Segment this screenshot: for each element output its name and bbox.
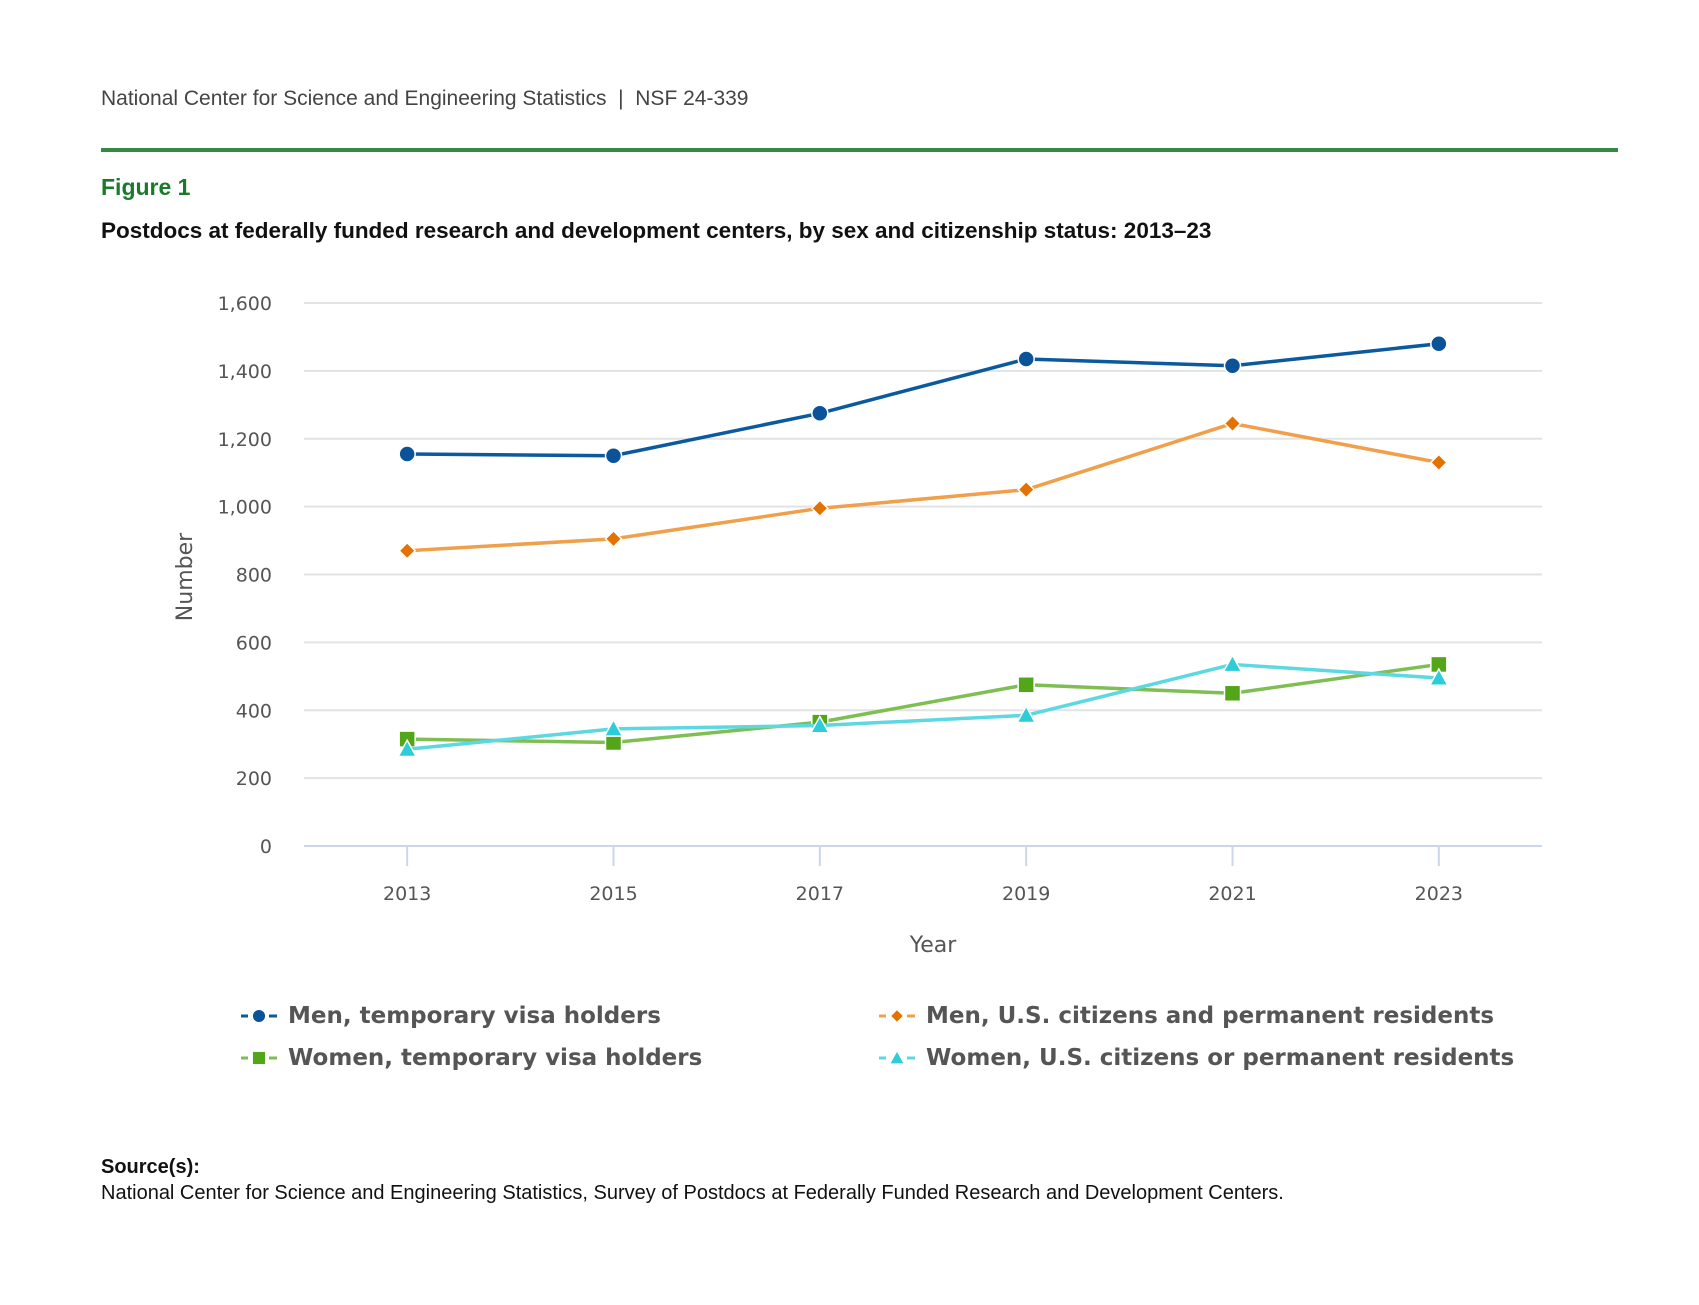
series-line: [406, 662, 1439, 752]
series-0: [398, 334, 1448, 465]
circle-marker-icon: [241, 1008, 277, 1024]
header-separator: |: [618, 87, 624, 110]
y-tick-label: 0: [260, 836, 272, 858]
diamond-marker: [889, 1008, 905, 1024]
circle-marker: [251, 1008, 267, 1024]
y-tick-label: 1,600: [218, 293, 272, 315]
report-id: NSF 24-339: [635, 87, 749, 110]
org-name: National Center for Science and Engineer…: [101, 87, 607, 110]
legend-item-men-citizens[interactable]: Men, U.S. citizens and permanent residen…: [878, 1003, 1494, 1029]
y-tick-label: 600: [236, 632, 272, 654]
y-tick-label: 800: [236, 565, 272, 587]
x-tick-label: 2021: [1208, 883, 1256, 905]
data-point[interactable]: [603, 718, 624, 737]
y-tick-label: 1,200: [218, 429, 272, 451]
legend-label: Men, U.S. citizens and permanent residen…: [926, 1003, 1495, 1029]
data-point[interactable]: [1429, 453, 1448, 472]
series-1: [398, 414, 1448, 560]
data-point[interactable]: [1017, 676, 1035, 694]
diamond-marker-icon: [879, 1008, 915, 1024]
series-line: [407, 341, 1440, 458]
x-tick-label: 2017: [796, 883, 844, 905]
triangle-marker-icon: [879, 1048, 915, 1065]
x-tick-label: 2019: [1002, 883, 1050, 905]
figure-label: Figure 1: [101, 174, 191, 200]
header-rule: [101, 148, 1618, 152]
series-2: [398, 655, 1448, 752]
y-axis-ticks: 0 200 400 600 800 1,000 1,200 1,400 1,600: [218, 293, 272, 858]
data-point[interactable]: [1223, 414, 1242, 433]
series-group: [396, 334, 1450, 758]
series-line: [407, 421, 1440, 553]
square-marker-icon: [241, 1050, 277, 1066]
data-point[interactable]: [810, 499, 829, 518]
data-point[interactable]: [604, 446, 623, 465]
legend-label: Women, U.S. citizens or permanent reside…: [926, 1045, 1515, 1071]
y-tick-label: 400: [236, 700, 272, 722]
x-tick-label: 2023: [1415, 883, 1463, 905]
y-tick-label: 1,400: [218, 361, 272, 383]
data-point[interactable]: [811, 404, 829, 423]
data-point[interactable]: [1223, 357, 1242, 375]
data-point[interactable]: [398, 541, 417, 560]
data-point[interactable]: [1428, 667, 1450, 686]
data-point[interactable]: [398, 445, 416, 463]
series-line: [407, 662, 1440, 745]
report-header: National Center for Science and Engineer…: [101, 87, 749, 111]
data-point[interactable]: [604, 529, 623, 548]
data-point[interactable]: [604, 733, 623, 752]
x-axis: 2013 2015 2017 2019 2021 2023: [304, 845, 1542, 905]
figure-title: Postdocs at federally funded research an…: [101, 218, 1212, 243]
y-axis-title: Number: [173, 532, 198, 621]
x-tick-label: 2015: [589, 883, 637, 905]
data-point[interactable]: [1017, 480, 1036, 499]
data-point[interactable]: [1017, 350, 1035, 368]
data-point[interactable]: [809, 714, 831, 734]
y-tick-label: 200: [236, 768, 272, 790]
legend-label: Women, temporary visa holders: [288, 1045, 703, 1071]
data-point[interactable]: [1430, 334, 1448, 353]
square-marker: [251, 1050, 267, 1066]
data-point[interactable]: [1223, 684, 1242, 703]
source-label: Source(s):: [101, 1156, 200, 1178]
data-point[interactable]: [1222, 653, 1243, 673]
y-tick-label: 1,000: [218, 497, 272, 519]
legend-item-women-visa[interactable]: Women, temporary visa holders: [240, 1045, 702, 1071]
x-axis-title: Year: [909, 933, 958, 958]
x-tick-label: 2013: [383, 883, 431, 905]
legend-label: Men, temporary visa holders: [288, 1003, 661, 1029]
triangle-marker: [888, 1048, 906, 1065]
legend-item-women-citizens[interactable]: Women, U.S. citizens or permanent reside…: [878, 1045, 1514, 1071]
gridlines: [304, 302, 1542, 780]
data-point[interactable]: [396, 738, 418, 758]
source-text: National Center for Science and Engineer…: [101, 1182, 1284, 1204]
legend-item-men-visa[interactable]: Men, temporary visa holders: [240, 1003, 661, 1029]
series-3: [396, 653, 1450, 758]
data-point[interactable]: [1015, 704, 1037, 724]
